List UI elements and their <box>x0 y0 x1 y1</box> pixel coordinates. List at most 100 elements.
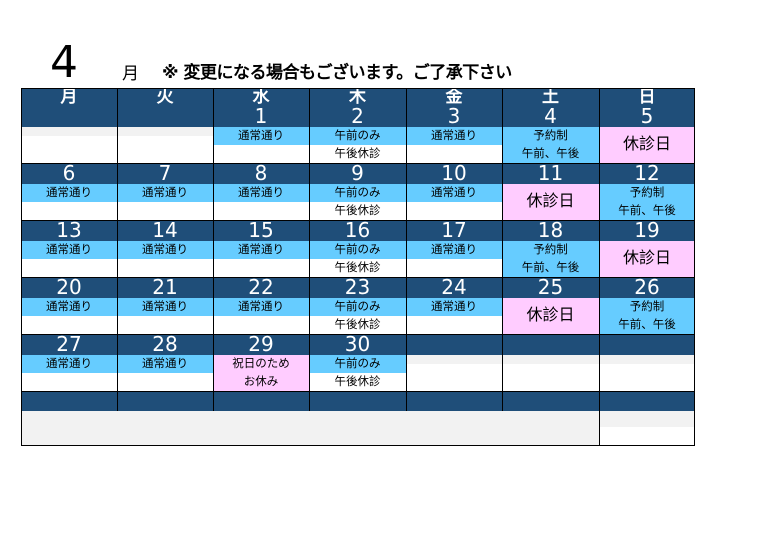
empty-slot <box>213 202 309 220</box>
grid-line <box>117 88 118 411</box>
status-reservation-hours: 午前、午後 <box>502 259 599 277</box>
empty-slot <box>117 127 213 136</box>
grid-line <box>21 220 695 221</box>
day-number: 24 <box>406 277 502 298</box>
grid-line <box>406 88 407 411</box>
weekday-header: 日 <box>599 88 695 106</box>
empty-slot <box>406 355 502 364</box>
day-number <box>406 334 502 355</box>
calendar-grid: 月火水木金土日 1 2 3 4 5 通常通り 午前のみ 午後休診 通常通り 予約制 午前、午後 休診日 6… <box>21 88 695 446</box>
grid-line <box>21 445 695 446</box>
grid-line <box>599 88 600 446</box>
grid-line <box>21 163 695 164</box>
day-number: 3 <box>406 106 502 127</box>
status-reservation-hours: 午前、午後 <box>599 202 695 220</box>
grid-line <box>502 88 503 411</box>
empty-slot <box>21 373 117 391</box>
day-number <box>502 334 599 355</box>
empty-slot <box>406 316 502 334</box>
grid-line <box>309 88 310 411</box>
day-number: 18 <box>502 220 599 241</box>
blank-header <box>117 391 213 411</box>
day-number: 5 <box>599 106 695 127</box>
empty-slot <box>117 259 213 277</box>
empty-slot <box>599 355 695 364</box>
blank-header <box>406 391 502 411</box>
weekday-header: 火 <box>117 88 213 106</box>
grid-line <box>21 88 695 89</box>
status-normal: 通常通り <box>213 298 309 316</box>
status-closed: 休診日 <box>599 127 695 163</box>
empty-slot <box>117 316 213 334</box>
blank-header <box>309 391 406 411</box>
day-number: 21 <box>117 277 213 298</box>
empty-slot <box>21 259 117 277</box>
empty-slot <box>406 145 502 163</box>
status-morning-only: 午前のみ <box>309 241 406 259</box>
status-reservation: 予約制 <box>502 241 599 259</box>
empty-slot <box>21 202 117 220</box>
day-number: 28 <box>117 334 213 355</box>
day-number: 11 <box>502 163 599 184</box>
empty-slot <box>21 127 117 136</box>
status-afternoon-closed: 午後休診 <box>309 259 406 277</box>
blank-footer <box>599 411 695 427</box>
status-normal: 通常通り <box>117 298 213 316</box>
status-normal: 通常通り <box>406 298 502 316</box>
status-reservation-hours: 午前、午後 <box>502 145 599 163</box>
status-afternoon-closed: 午後休診 <box>309 145 406 163</box>
status-normal: 通常通り <box>117 184 213 202</box>
day-number: 2 <box>309 106 406 127</box>
day-number: 9 <box>309 163 406 184</box>
status-normal: 通常通り <box>213 241 309 259</box>
day-number: 12 <box>599 163 695 184</box>
grid-line <box>21 277 695 278</box>
month-number: 4 <box>50 37 78 88</box>
status-morning-only: 午前のみ <box>309 127 406 145</box>
status-normal: 通常通り <box>21 298 117 316</box>
day-number <box>21 106 117 127</box>
status-holiday-off: お休み <box>213 373 309 391</box>
day-number: 30 <box>309 334 406 355</box>
day-number: 15 <box>213 220 309 241</box>
status-closed: 休診日 <box>502 184 599 220</box>
day-number: 7 <box>117 163 213 184</box>
blank-header <box>213 391 309 411</box>
blank-header <box>21 391 117 411</box>
day-number: 16 <box>309 220 406 241</box>
status-normal: 通常通り <box>406 184 502 202</box>
grid-line <box>213 88 214 411</box>
day-number: 4 <box>502 106 599 127</box>
status-normal: 通常通り <box>117 355 213 373</box>
blank-header <box>599 391 695 411</box>
day-number: 10 <box>406 163 502 184</box>
empty-slot <box>502 364 599 391</box>
status-reservation-hours: 午前、午後 <box>599 316 695 334</box>
day-number: 20 <box>21 277 117 298</box>
empty-slot <box>117 202 213 220</box>
day-number: 19 <box>599 220 695 241</box>
grid-line <box>21 334 695 335</box>
status-closed: 休診日 <box>502 298 599 334</box>
empty-slot <box>599 364 695 391</box>
day-number: 29 <box>213 334 309 355</box>
day-number: 23 <box>309 277 406 298</box>
status-normal: 通常通り <box>21 355 117 373</box>
empty-slot <box>502 355 599 364</box>
empty-slot <box>213 259 309 277</box>
status-afternoon-closed: 午後休診 <box>309 316 406 334</box>
month-label: 月 <box>122 64 139 84</box>
weekday-header: 土 <box>502 88 599 106</box>
empty-slot <box>406 364 502 391</box>
status-afternoon-closed: 午後休診 <box>309 373 406 391</box>
status-holiday: 祝日のため <box>213 355 309 373</box>
status-afternoon-closed: 午後休診 <box>309 202 406 220</box>
status-normal: 通常通り <box>117 241 213 259</box>
status-reservation: 予約制 <box>599 184 695 202</box>
blank-header <box>502 391 599 411</box>
day-number: 1 <box>213 106 309 127</box>
status-reservation: 予約制 <box>599 298 695 316</box>
status-normal: 通常通り <box>21 184 117 202</box>
day-number: 14 <box>117 220 213 241</box>
weekday-header: 水 <box>213 88 309 106</box>
